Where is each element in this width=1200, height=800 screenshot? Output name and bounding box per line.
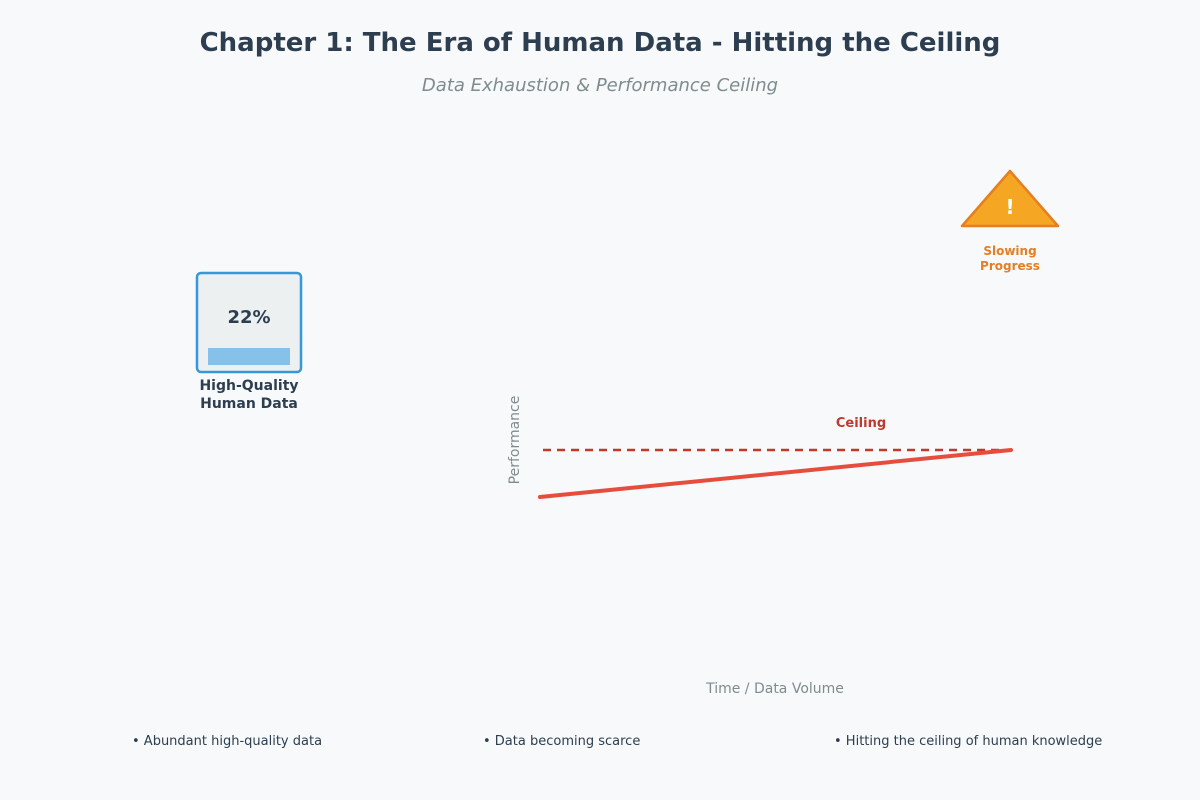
performance-chart: Performance Ceiling Time / Data Volume <box>507 396 1013 697</box>
warning-exclamation: ! <box>1005 195 1014 219</box>
warning-label-line1: Slowing <box>983 244 1036 258</box>
ceiling-label: Ceiling <box>836 416 886 431</box>
bullet-abundant-data: • Abundant high-quality data <box>132 734 323 749</box>
warning-triangle-icon <box>960 169 1060 228</box>
y-axis-label: Performance <box>507 396 523 485</box>
page-title: Chapter 1: The Era of Human Data - Hitti… <box>199 28 1001 58</box>
page-subtitle: Data Exhaustion & Performance Ceiling <box>421 75 779 96</box>
warning-label-line2: Progress <box>980 259 1040 273</box>
data-card: 22% High-Quality Human Data <box>195 271 303 412</box>
x-axis-label: Time / Data Volume <box>705 681 844 697</box>
data-percent-label: 22% <box>227 307 270 328</box>
bullet-ceiling: • Hitting the ceiling of human knowledge <box>834 734 1103 749</box>
data-card-frame <box>195 271 303 374</box>
performance-line <box>538 448 1013 499</box>
data-level-bar <box>208 348 290 365</box>
data-caption-line1: High-Quality <box>199 378 298 394</box>
data-caption-line2: Human Data <box>200 396 298 412</box>
warning-sign: ! Slowing Progress <box>960 169 1060 273</box>
bullet-data-scarce: • Data becoming scarce <box>483 734 641 749</box>
